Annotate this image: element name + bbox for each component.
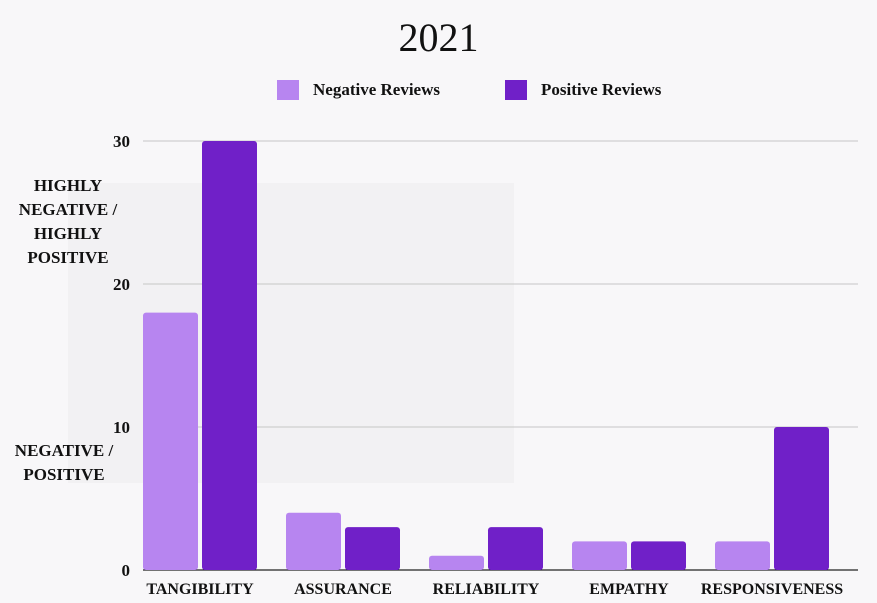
y-tick-label: 30 <box>113 132 130 151</box>
legend-swatch-positive <box>505 80 527 100</box>
annotation-highly: HIGHLY NEGATIVE / HIGHLY POSITIVE <box>12 174 124 270</box>
bar-positive <box>631 541 686 570</box>
legend-swatch-negative <box>277 80 299 100</box>
legend-item-negative: Negative Reviews <box>277 80 440 100</box>
bar-positive <box>345 527 400 570</box>
y-tick-label: 20 <box>113 275 130 294</box>
x-tick-label: RELIABILITY <box>433 581 540 598</box>
annotation-highly-line: HIGHLY <box>33 224 103 243</box>
bar-negative <box>715 541 770 570</box>
annotation-highly-line: POSITIVE <box>27 248 109 267</box>
y-tick-label: 0 <box>122 561 131 580</box>
x-tick-label: EMPATHY <box>589 581 669 598</box>
legend-item-positive: Positive Reviews <box>505 80 661 100</box>
bar-negative <box>572 541 627 570</box>
bar-negative <box>429 555 484 570</box>
bar-positive <box>488 527 543 570</box>
highlight-region <box>68 183 514 483</box>
legend: Negative Reviews Positive Reviews <box>0 80 877 106</box>
chart-title: 2021 <box>398 15 479 60</box>
annotation-normal-line: POSITIVE <box>23 465 105 484</box>
annotation-normal: NEGATIVE / POSITIVE <box>12 439 116 487</box>
x-tick-label: TANGIBILITY <box>146 581 254 598</box>
x-tick-label: RESPONSIVENESS <box>701 581 843 598</box>
legend-label-positive: Positive Reviews <box>541 80 662 99</box>
bar-positive <box>774 427 829 570</box>
annotation-highly-line: HIGHLY <box>33 176 103 195</box>
annotation-normal-line: NEGATIVE / <box>14 441 114 460</box>
annotation-highly-line: NEGATIVE / <box>18 200 118 219</box>
bar-positive <box>202 141 257 570</box>
legend-label-negative: Negative Reviews <box>313 80 440 99</box>
bar-negative <box>143 312 198 570</box>
bar-negative <box>286 512 341 570</box>
x-tick-label: ASSURANCE <box>294 581 392 598</box>
y-tick-label: 10 <box>113 418 130 437</box>
